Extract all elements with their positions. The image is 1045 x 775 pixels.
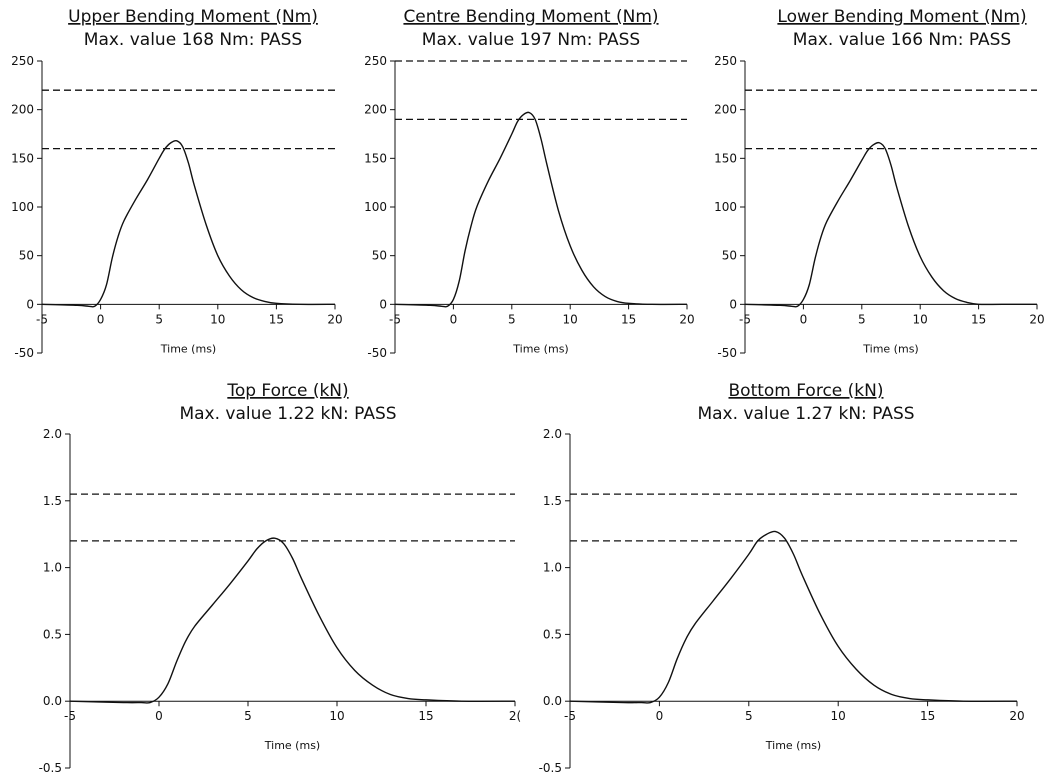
y-tick-label: -50	[717, 346, 737, 360]
chart-title: Lower Bending Moment (Nm)	[777, 7, 1026, 27]
x-tick-label: -5	[739, 312, 751, 326]
chart-panel-3: Lower Bending Moment (Nm) Max. value 166 …	[714, 7, 1045, 360]
y-tick-label: 1.0	[543, 561, 562, 575]
y-tick-label: -0.5	[539, 761, 562, 775]
y-tick-label: 0	[379, 297, 387, 311]
y-tick-label: 200	[11, 103, 34, 117]
y-tick-label: 2.0	[43, 427, 62, 441]
chart-panel-2: Centre Bending Moment (Nm) Max. value 197…	[364, 7, 695, 360]
y-tick-label: 250	[11, 54, 34, 68]
y-tick-label: 50	[19, 249, 34, 263]
data-series-line-1	[69, 537, 516, 704]
y-tick-label: 150	[364, 151, 387, 165]
y-tick-label: 1.0	[43, 561, 62, 575]
y-tick-label: 250	[714, 54, 737, 68]
y-tick-label: 200	[364, 103, 387, 117]
chart-subtitle: Max. value 1.27 kN: PASS	[697, 404, 914, 424]
x-tick-label: 10	[563, 312, 578, 326]
x-axis-label: Time (ms)	[160, 342, 216, 355]
y-tick-label: -50	[367, 346, 387, 360]
y-tick-label: 250	[364, 54, 387, 68]
y-tick-label: -0.5	[39, 761, 62, 775]
y-tick-label: 150	[714, 151, 737, 165]
y-tick-label: 100	[11, 200, 34, 214]
y-tick-label: 1.5	[43, 494, 62, 508]
x-tick-label: 0	[800, 312, 808, 326]
chart-panel-5: Bottom Force (kN) Max. value 1.27 kN: PAS…	[539, 381, 1025, 775]
y-tick-label: 0.5	[543, 627, 562, 641]
x-tick-label: 20	[1009, 709, 1024, 723]
x-tick-label: 10	[831, 709, 846, 723]
x-axis-label: Time (ms)	[862, 342, 918, 355]
y-tick-label: 1.5	[543, 494, 562, 508]
x-axis-label: Time (ms)	[765, 739, 821, 752]
y-tick-label: 0.0	[43, 694, 62, 708]
x-tick-label: 0	[450, 312, 458, 326]
y-tick-label: 0.0	[543, 694, 562, 708]
y-tick-label: 150	[11, 151, 34, 165]
x-tick-label: 20	[679, 312, 694, 326]
chart-panel-1: Upper Bending Moment (Nm) Max. value 168 …	[11, 7, 343, 360]
y-tick-label: 0	[729, 297, 737, 311]
chart-title: Bottom Force (kN)	[729, 381, 884, 401]
x-tick-label: -5	[64, 709, 76, 723]
x-tick-label: 2(	[509, 709, 521, 723]
y-tick-label: 100	[714, 200, 737, 214]
x-tick-label: 20	[327, 312, 342, 326]
x-tick-label: -5	[389, 312, 401, 326]
x-tick-label: 10	[210, 312, 225, 326]
x-tick-label: 0	[97, 312, 105, 326]
y-tick-label: 0	[26, 297, 34, 311]
y-tick-label: 100	[364, 200, 387, 214]
data-series-line-1	[569, 530, 1018, 704]
y-tick-label: 50	[372, 249, 387, 263]
y-tick-label: 50	[722, 249, 737, 263]
y-tick-label: 2.0	[543, 427, 562, 441]
x-axis-label: Time (ms)	[512, 342, 568, 355]
chart-subtitle: Max. value 168 Nm: PASS	[84, 30, 302, 50]
x-tick-label: 5	[745, 709, 753, 723]
data-series-line-1	[744, 141, 1037, 308]
x-tick-label: 15	[621, 312, 636, 326]
y-tick-label: -50	[14, 346, 34, 360]
x-tick-label: 0	[155, 709, 163, 723]
chart-subtitle: Max. value 1.22 kN: PASS	[179, 404, 396, 424]
data-series-line-1	[41, 139, 336, 308]
y-tick-label: 0.5	[43, 627, 62, 641]
data-series-line-1	[394, 111, 688, 308]
x-tick-label: 5	[858, 312, 866, 326]
x-tick-label: -5	[36, 312, 48, 326]
chart-title: Centre Bending Moment (Nm)	[403, 7, 658, 27]
chart-panel-4: Top Force (kN) Max. value 1.22 kN: PASS -0…	[39, 381, 522, 775]
y-tick-label: 200	[714, 103, 737, 117]
x-tick-label: 15	[971, 312, 986, 326]
x-tick-label: 0	[656, 709, 664, 723]
x-tick-label: 10	[913, 312, 928, 326]
x-tick-label: 20	[1029, 312, 1044, 326]
x-tick-label: 5	[508, 312, 516, 326]
x-tick-label: 15	[418, 709, 433, 723]
x-tick-label: -5	[564, 709, 576, 723]
x-tick-label: 5	[155, 312, 163, 326]
x-tick-label: 5	[244, 709, 252, 723]
x-tick-label: 10	[329, 709, 344, 723]
x-tick-label: 15	[920, 709, 935, 723]
x-axis-label: Time (ms)	[264, 739, 320, 752]
chart-title: Top Force (kN)	[226, 381, 348, 401]
chart-subtitle: Max. value 197 Nm: PASS	[422, 30, 640, 50]
chart-title: Upper Bending Moment (Nm)	[68, 7, 318, 27]
x-tick-label: 15	[269, 312, 284, 326]
chart-subtitle: Max. value 166 Nm: PASS	[793, 30, 1011, 50]
